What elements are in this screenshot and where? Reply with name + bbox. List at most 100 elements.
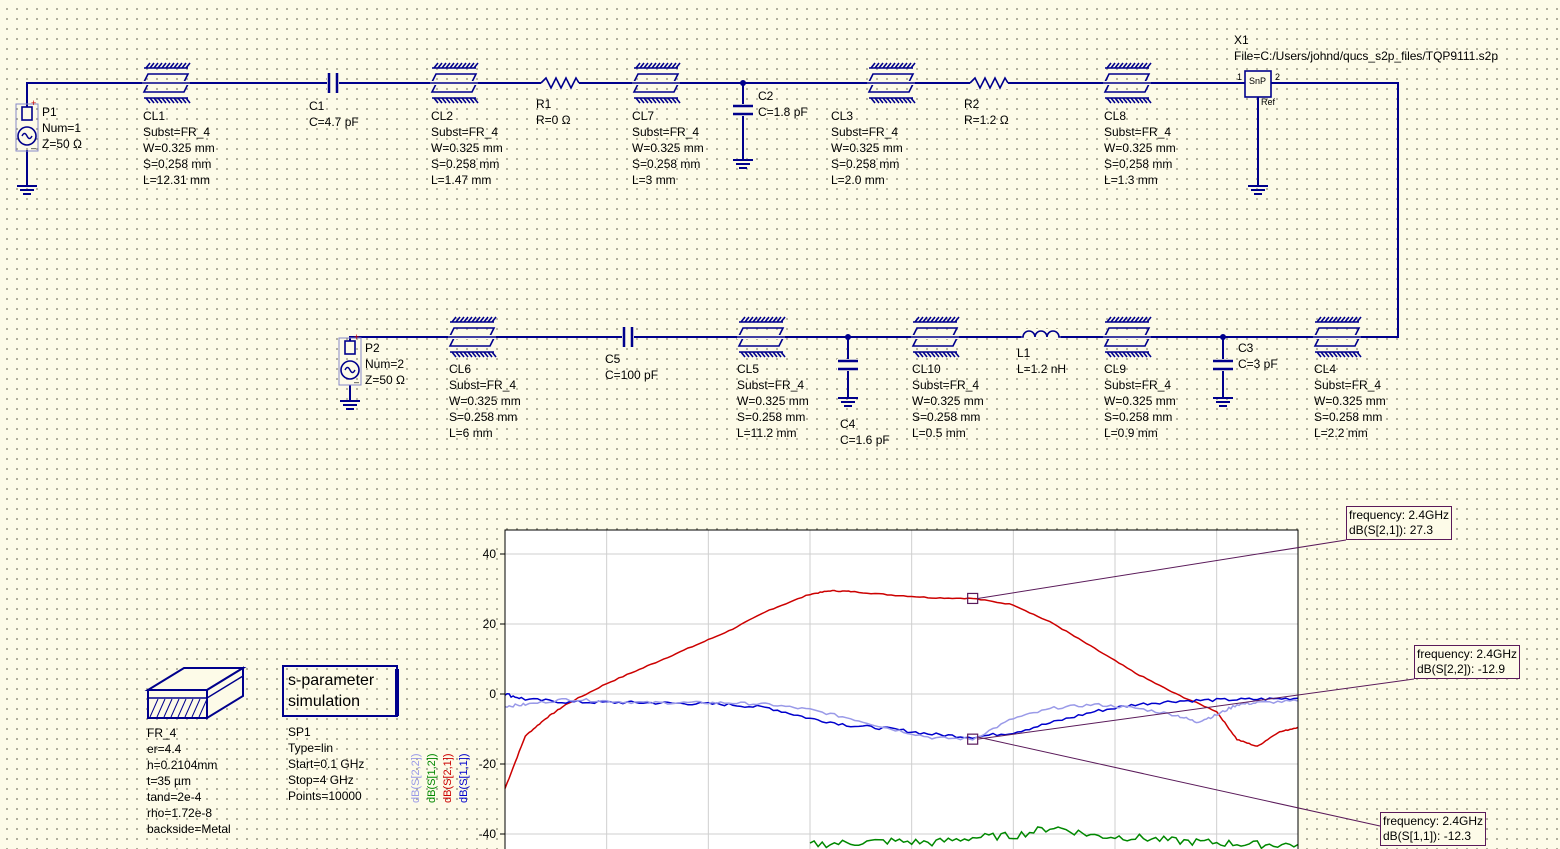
- ground-symbol: [838, 397, 858, 407]
- inductor-L1[interactable]: [1021, 329, 1061, 339]
- capacitor-C3-label[interactable]: C3 C=3 pF: [1238, 341, 1278, 371]
- inductor-L1-label[interactable]: L1 L=1.2 nH: [1017, 346, 1067, 376]
- hatch: [198, 698, 208, 718]
- port-P2-label[interactable]: P2 Num=2 Z=50 Ω: [365, 341, 405, 387]
- hatch: [181, 97, 187, 104]
- spfile-X1[interactable]: [1244, 70, 1272, 98]
- resistor-R2-label[interactable]: R2 R=1.2 Ω: [964, 97, 1009, 127]
- capacitor-C5-label[interactable]: C5 C=100 pF: [605, 352, 659, 382]
- coupled-line-CL3[interactable]: [867, 62, 916, 104]
- wire: [26, 82, 1399, 341]
- capacitor-C2-label[interactable]: C2 C=1.8 pF: [758, 89, 808, 119]
- capacitor-C2[interactable]: [732, 104, 754, 116]
- y-tick-label: 0: [489, 687, 496, 701]
- spfile-box: [1244, 70, 1272, 98]
- hatch: [1324, 316, 1330, 323]
- hatch: [651, 97, 657, 104]
- port-P2[interactable]: +–: [338, 332, 362, 387]
- hatch: [914, 316, 920, 323]
- capacitor-C4[interactable]: [837, 359, 859, 371]
- capacitor-C4-label[interactable]: C4 C=1.6 pF: [840, 417, 890, 447]
- hatch: [643, 62, 649, 69]
- coupled-line-CL6[interactable]: [448, 316, 497, 358]
- capacitor-C5[interactable]: [622, 327, 634, 347]
- hatch: [1332, 316, 1338, 323]
- hatch: [459, 316, 465, 323]
- hatch: [156, 698, 166, 718]
- hatch: [1340, 351, 1346, 358]
- hatch: [1122, 97, 1128, 104]
- hatch: [655, 97, 661, 104]
- hatch: [764, 316, 770, 323]
- coupled-line-CL5[interactable]: [737, 316, 786, 358]
- hatch: [1348, 351, 1354, 358]
- coupled-line-CL6-label[interactable]: CL6 Subst=FR_4 W=0.325 mm S=0.258 mm L=6…: [449, 362, 521, 440]
- coupled-line-CL4[interactable]: [1313, 316, 1362, 358]
- hatch: [910, 97, 916, 104]
- hatch: [471, 351, 477, 358]
- minus-sign: –: [354, 377, 359, 387]
- hatch: [902, 97, 908, 104]
- hatch: [663, 97, 669, 104]
- substrate-FR4-label[interactable]: FR_4 er=4.4 h=0.2104mm t=35 µm tand=2e-4…: [147, 726, 231, 836]
- hatch: [181, 62, 187, 69]
- hatch: [1332, 351, 1338, 358]
- coupled-line-CL8[interactable]: [1103, 62, 1152, 104]
- resistor-R1-label[interactable]: R1 R=0 Ω: [536, 97, 571, 127]
- hatch: [870, 97, 876, 104]
- capacitor-C1-label[interactable]: C1 C=4.7 pF: [309, 99, 359, 129]
- hatch: [473, 97, 479, 104]
- coupled-line-CL10[interactable]: [911, 316, 960, 358]
- coupled-line-CL1-label[interactable]: CL1 Subst=FR_4 W=0.325 mm S=0.258 mm L=1…: [143, 109, 215, 187]
- sp-simulation-SP1[interactable]: [282, 665, 399, 717]
- capacitor-C3[interactable]: [1212, 359, 1234, 371]
- hatch: [768, 351, 774, 358]
- marker-s11[interactable]: frequency: 2.4GHz dB(S[1,1]): -12.3: [1380, 812, 1487, 846]
- coupled-line-CL1[interactable]: [142, 62, 191, 104]
- hatch: [145, 97, 151, 104]
- coupled-line-CL5-label[interactable]: CL5 Subst=FR_4 W=0.325 mm S=0.258 mm L=1…: [737, 362, 809, 440]
- coupled-line-CL2-label[interactable]: CL2 Subst=FR_4 W=0.325 mm S=0.258 mm L=1…: [431, 109, 503, 187]
- marker-s21[interactable]: frequency: 2.4GHz dB(S[2,1]): 27.3: [1346, 506, 1453, 540]
- hatch: [1142, 97, 1148, 104]
- hatch: [1320, 351, 1326, 358]
- capacitor-C1[interactable]: [327, 73, 339, 93]
- marker-s22[interactable]: frequency: 2.4GHz dB(S[2,2]): -12.9: [1414, 645, 1521, 679]
- coupled-line-CL9[interactable]: [1103, 316, 1152, 358]
- coupled-line-CL7-label[interactable]: CL7 Subst=FR_4 W=0.325 mm S=0.258 mm L=3…: [632, 109, 704, 187]
- hatch: [473, 62, 479, 69]
- coupled-line-CL7[interactable]: [632, 62, 681, 104]
- s-parameter-chart[interactable]: [500, 529, 1415, 849]
- spfile-X1-label[interactable]: X1 File=C:/Users/johnd/qucs_s2p_files/TQ…: [1234, 33, 1499, 63]
- port-P1-label[interactable]: P1 Num=1 Z=50 Ω: [42, 105, 82, 151]
- coupled-line-CL10-label[interactable]: CL10 Subst=FR_4 W=0.325 mm S=0.258 mm L=…: [912, 362, 984, 440]
- hatch: [437, 62, 443, 69]
- sp-simulation-SP1-label[interactable]: SP1 Type=lin Start=0.1 GHz Stop=4 GHz Po…: [288, 725, 365, 803]
- hatch: [1352, 316, 1358, 323]
- strip: [430, 83, 478, 93]
- port-P1[interactable]: +–: [15, 98, 39, 153]
- hatch: [639, 62, 645, 69]
- junction-dot: [1220, 334, 1226, 340]
- coupled-line-CL8-label[interactable]: CL8 Subst=FR_4 W=0.325 mm S=0.258 mm L=1…: [1104, 109, 1176, 187]
- marker-leader: [977, 539, 1347, 599]
- hatch: [441, 62, 447, 69]
- hatch: [1352, 351, 1358, 358]
- hatch: [874, 62, 880, 69]
- hatch: [671, 62, 677, 69]
- hatch: [1138, 316, 1144, 323]
- plot-area: [504, 529, 1299, 849]
- coupled-line-CL2[interactable]: [430, 62, 479, 104]
- hatch: [173, 97, 179, 104]
- junction-dot: [740, 80, 746, 86]
- hatch: [491, 351, 497, 358]
- substrate-FR4[interactable]: [144, 666, 247, 720]
- coupled-line-CL9-label[interactable]: CL9 Subst=FR_4 W=0.325 mm S=0.258 mm L=0…: [1104, 362, 1176, 440]
- coupled-line-CL4-label[interactable]: CL4 Subst=FR_4 W=0.325 mm S=0.258 mm L=2…: [1314, 362, 1386, 440]
- wires: [26, 82, 1399, 400]
- resistor-R1[interactable]: [540, 76, 580, 90]
- resistor-R2[interactable]: [969, 76, 1009, 90]
- coupled-line-CL3-label[interactable]: CL3 Subst=FR_4 W=0.325 mm S=0.258 mm L=2…: [831, 109, 903, 187]
